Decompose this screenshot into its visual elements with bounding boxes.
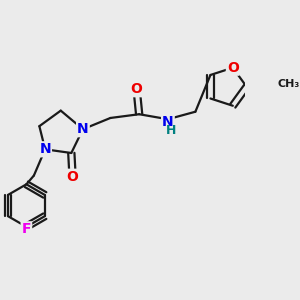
Text: O: O [131,82,142,96]
Text: O: O [227,61,239,75]
Text: N: N [39,142,51,156]
Text: O: O [67,170,79,184]
Text: CH₃: CH₃ [278,79,300,88]
Text: N: N [162,115,174,129]
Text: N: N [77,122,89,136]
Text: H: H [166,124,176,137]
Text: F: F [22,222,31,236]
